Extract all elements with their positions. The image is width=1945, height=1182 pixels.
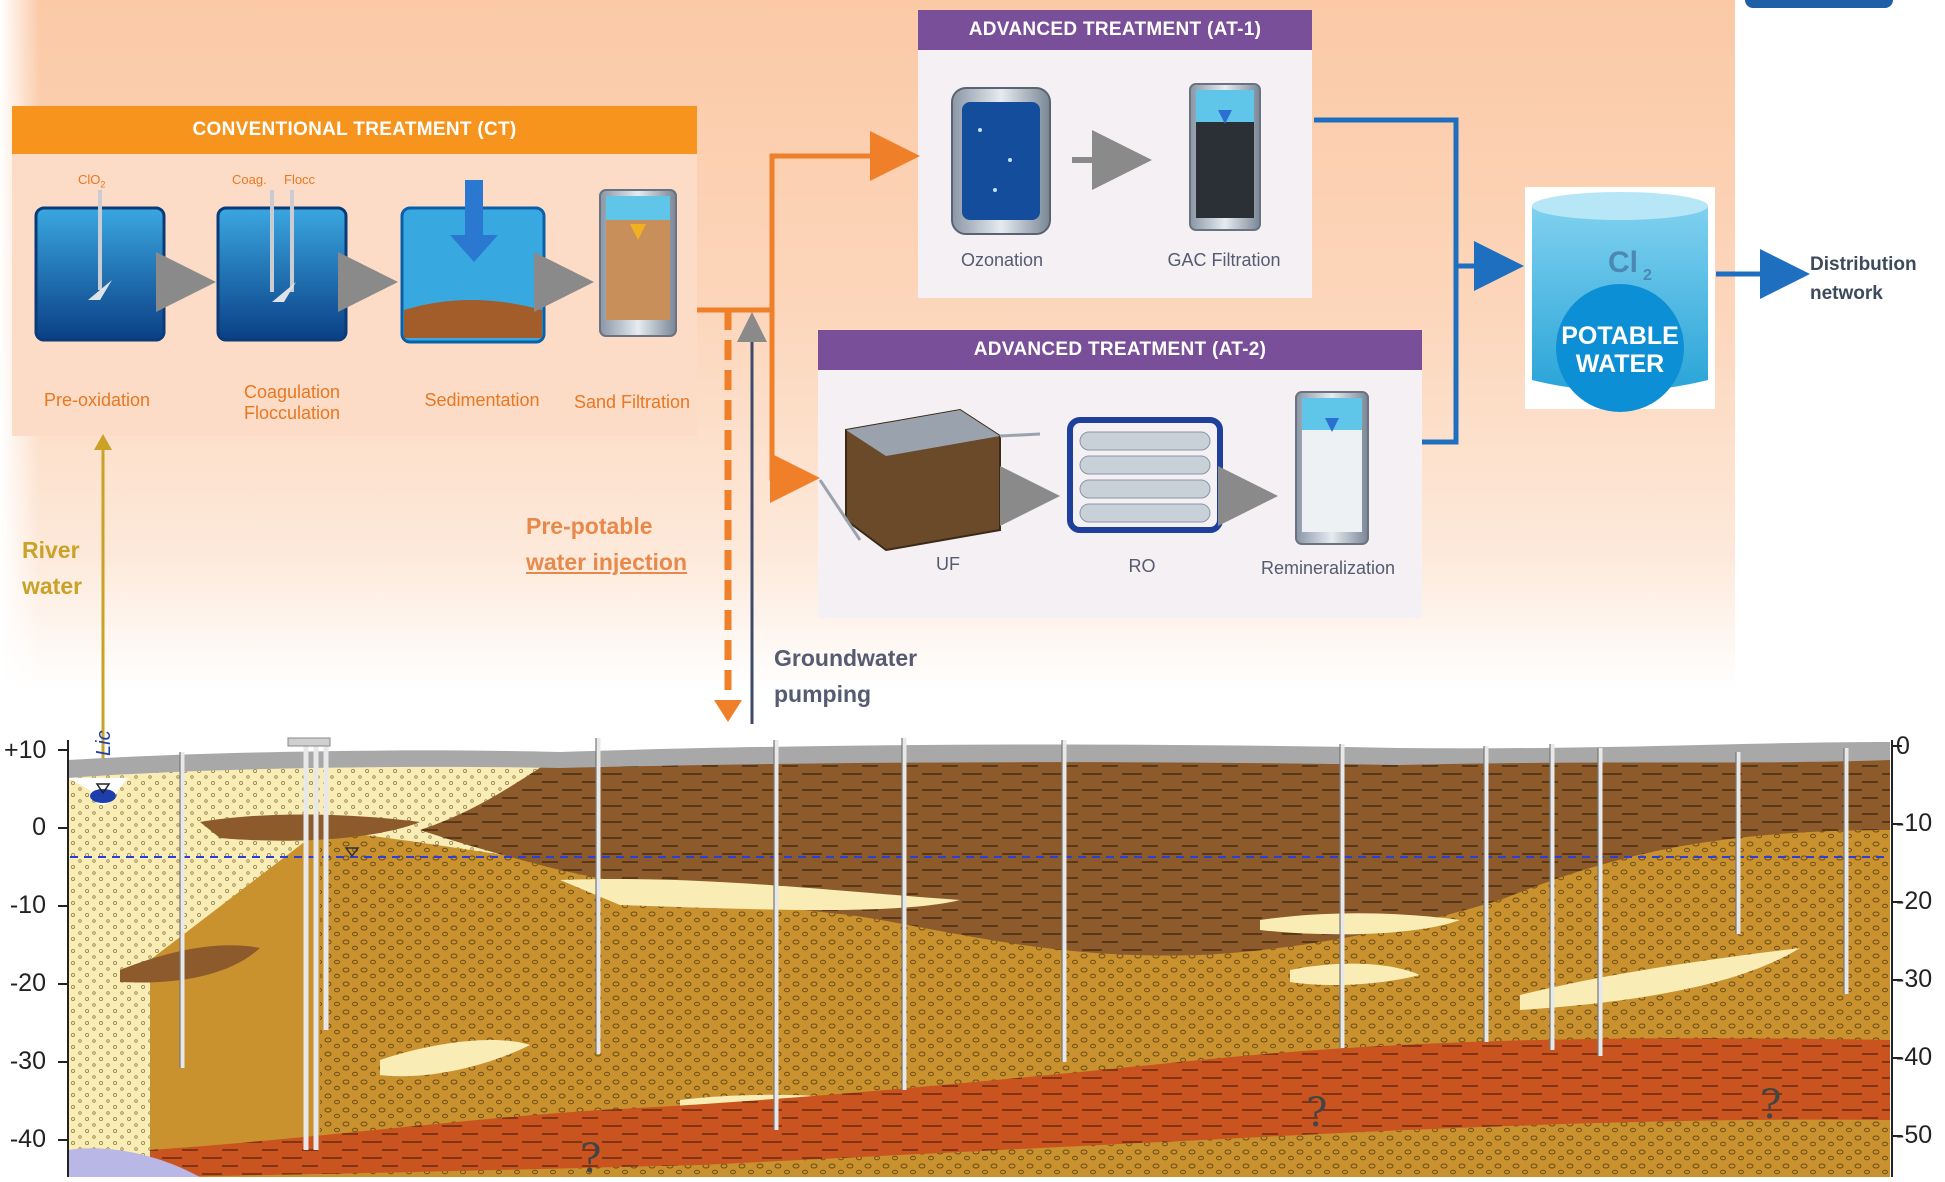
stage-label-ozonation: Ozonation <box>960 250 1044 270</box>
distribution-network-note: Distribution network <box>1810 254 1917 304</box>
coag-reagent-label: Coag. <box>232 172 267 187</box>
advanced-treatment-2-title: ADVANCED TREATMENT (AT-2) <box>818 330 1422 370</box>
left-axis-tick: -40 <box>9 1125 46 1153</box>
stage-label-pre-oxidation: Pre-oxidation <box>43 390 151 410</box>
right-axis-tick: -20 <box>1896 887 1933 915</box>
geological-cross-section: Lic <box>58 730 1902 1177</box>
river-water-note: River water <box>22 537 83 599</box>
stage-label-coagulation: Coagulation Flocculation <box>243 382 341 423</box>
unknown-marker: ? <box>1760 1082 1782 1128</box>
potable-line-2: WATER <box>1576 350 1664 378</box>
sedimentation-tank <box>400 180 546 344</box>
left-axis-tick: 0 <box>32 813 46 841</box>
stage-label-sand-filtration: Sand Filtration <box>573 392 691 412</box>
right-axis-tick: -40 <box>1896 1043 1933 1071</box>
pre-oxidation-tank <box>34 190 166 342</box>
conventional-treatment-title: CONVENTIONAL TREATMENT (CT) <box>12 106 697 154</box>
left-axis-tick: -30 <box>9 1047 46 1075</box>
flow-arrows <box>94 117 1810 760</box>
clo2-reagent-label: ClO2 <box>78 172 106 190</box>
potable-line-1: POTABLE <box>1561 322 1679 350</box>
coagulation-tank <box>216 190 348 342</box>
flocc-reagent-label: Flocc <box>284 172 316 187</box>
gac-filter <box>1189 83 1261 231</box>
stage-label-remineralization: Remineralization <box>1260 558 1396 578</box>
stage-label-uf: UF <box>936 554 960 574</box>
stage-label-sedimentation: Sedimentation <box>424 390 540 410</box>
advanced-treatment-1-title: ADVANCED TREATMENT (AT-1) <box>918 10 1312 50</box>
ozonation-reactor <box>951 87 1051 235</box>
right-axis-tick: 0 <box>1896 732 1910 760</box>
potable-chem-label: Cl <box>1608 246 1638 279</box>
unknown-marker: ? <box>1306 1090 1328 1136</box>
stage-label-gac-filtration: GAC Filtration <box>1167 250 1281 270</box>
right-axis-tick: -50 <box>1896 1121 1933 1149</box>
uf-module <box>818 408 1041 552</box>
potable-water-tank: Cl 2 POTABLE WATER <box>1532 192 1708 412</box>
left-axis-tick: +10 <box>4 736 47 764</box>
potable-chem-sub: 2 <box>1643 267 1652 284</box>
river-mark-label: Lic <box>93 730 115 756</box>
left-axis-tick: -10 <box>9 891 46 919</box>
sand-filter <box>599 189 677 337</box>
ro-membranes <box>1067 417 1223 533</box>
pre-potable-injection-note: Pre-potable water injection <box>526 513 688 575</box>
stage-label-ro: RO <box>1128 556 1156 576</box>
left-axis-tick: -20 <box>9 969 46 997</box>
right-axis-tick: -10 <box>1896 809 1933 837</box>
corner-tab <box>1745 0 1893 8</box>
remineralization-filter <box>1295 391 1369 545</box>
right-axis-tick: -30 <box>1896 965 1933 993</box>
unknown-marker: ? <box>580 1136 602 1182</box>
groundwater-pumping-note: Groundwater pumping <box>774 645 918 707</box>
